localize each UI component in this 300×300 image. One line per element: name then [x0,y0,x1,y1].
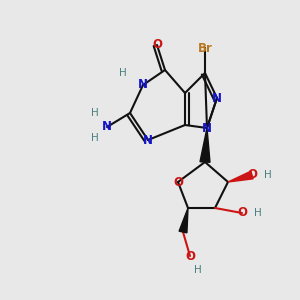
Text: N: N [102,121,112,134]
Text: O: O [237,206,247,220]
Text: H: H [264,170,272,180]
Text: H: H [91,133,99,143]
Text: H: H [91,108,99,118]
Polygon shape [200,128,210,162]
Text: O: O [185,250,195,262]
Text: O: O [247,169,257,182]
Text: H: H [254,208,262,218]
Text: O: O [173,176,183,188]
Text: O: O [152,38,162,52]
Text: N: N [143,134,153,146]
Text: Br: Br [198,41,212,55]
Polygon shape [179,208,188,233]
Text: N: N [202,122,212,134]
Text: H: H [194,265,202,275]
Polygon shape [228,171,253,182]
Text: H: H [119,68,127,78]
Text: N: N [138,79,148,92]
Text: N: N [212,92,222,104]
